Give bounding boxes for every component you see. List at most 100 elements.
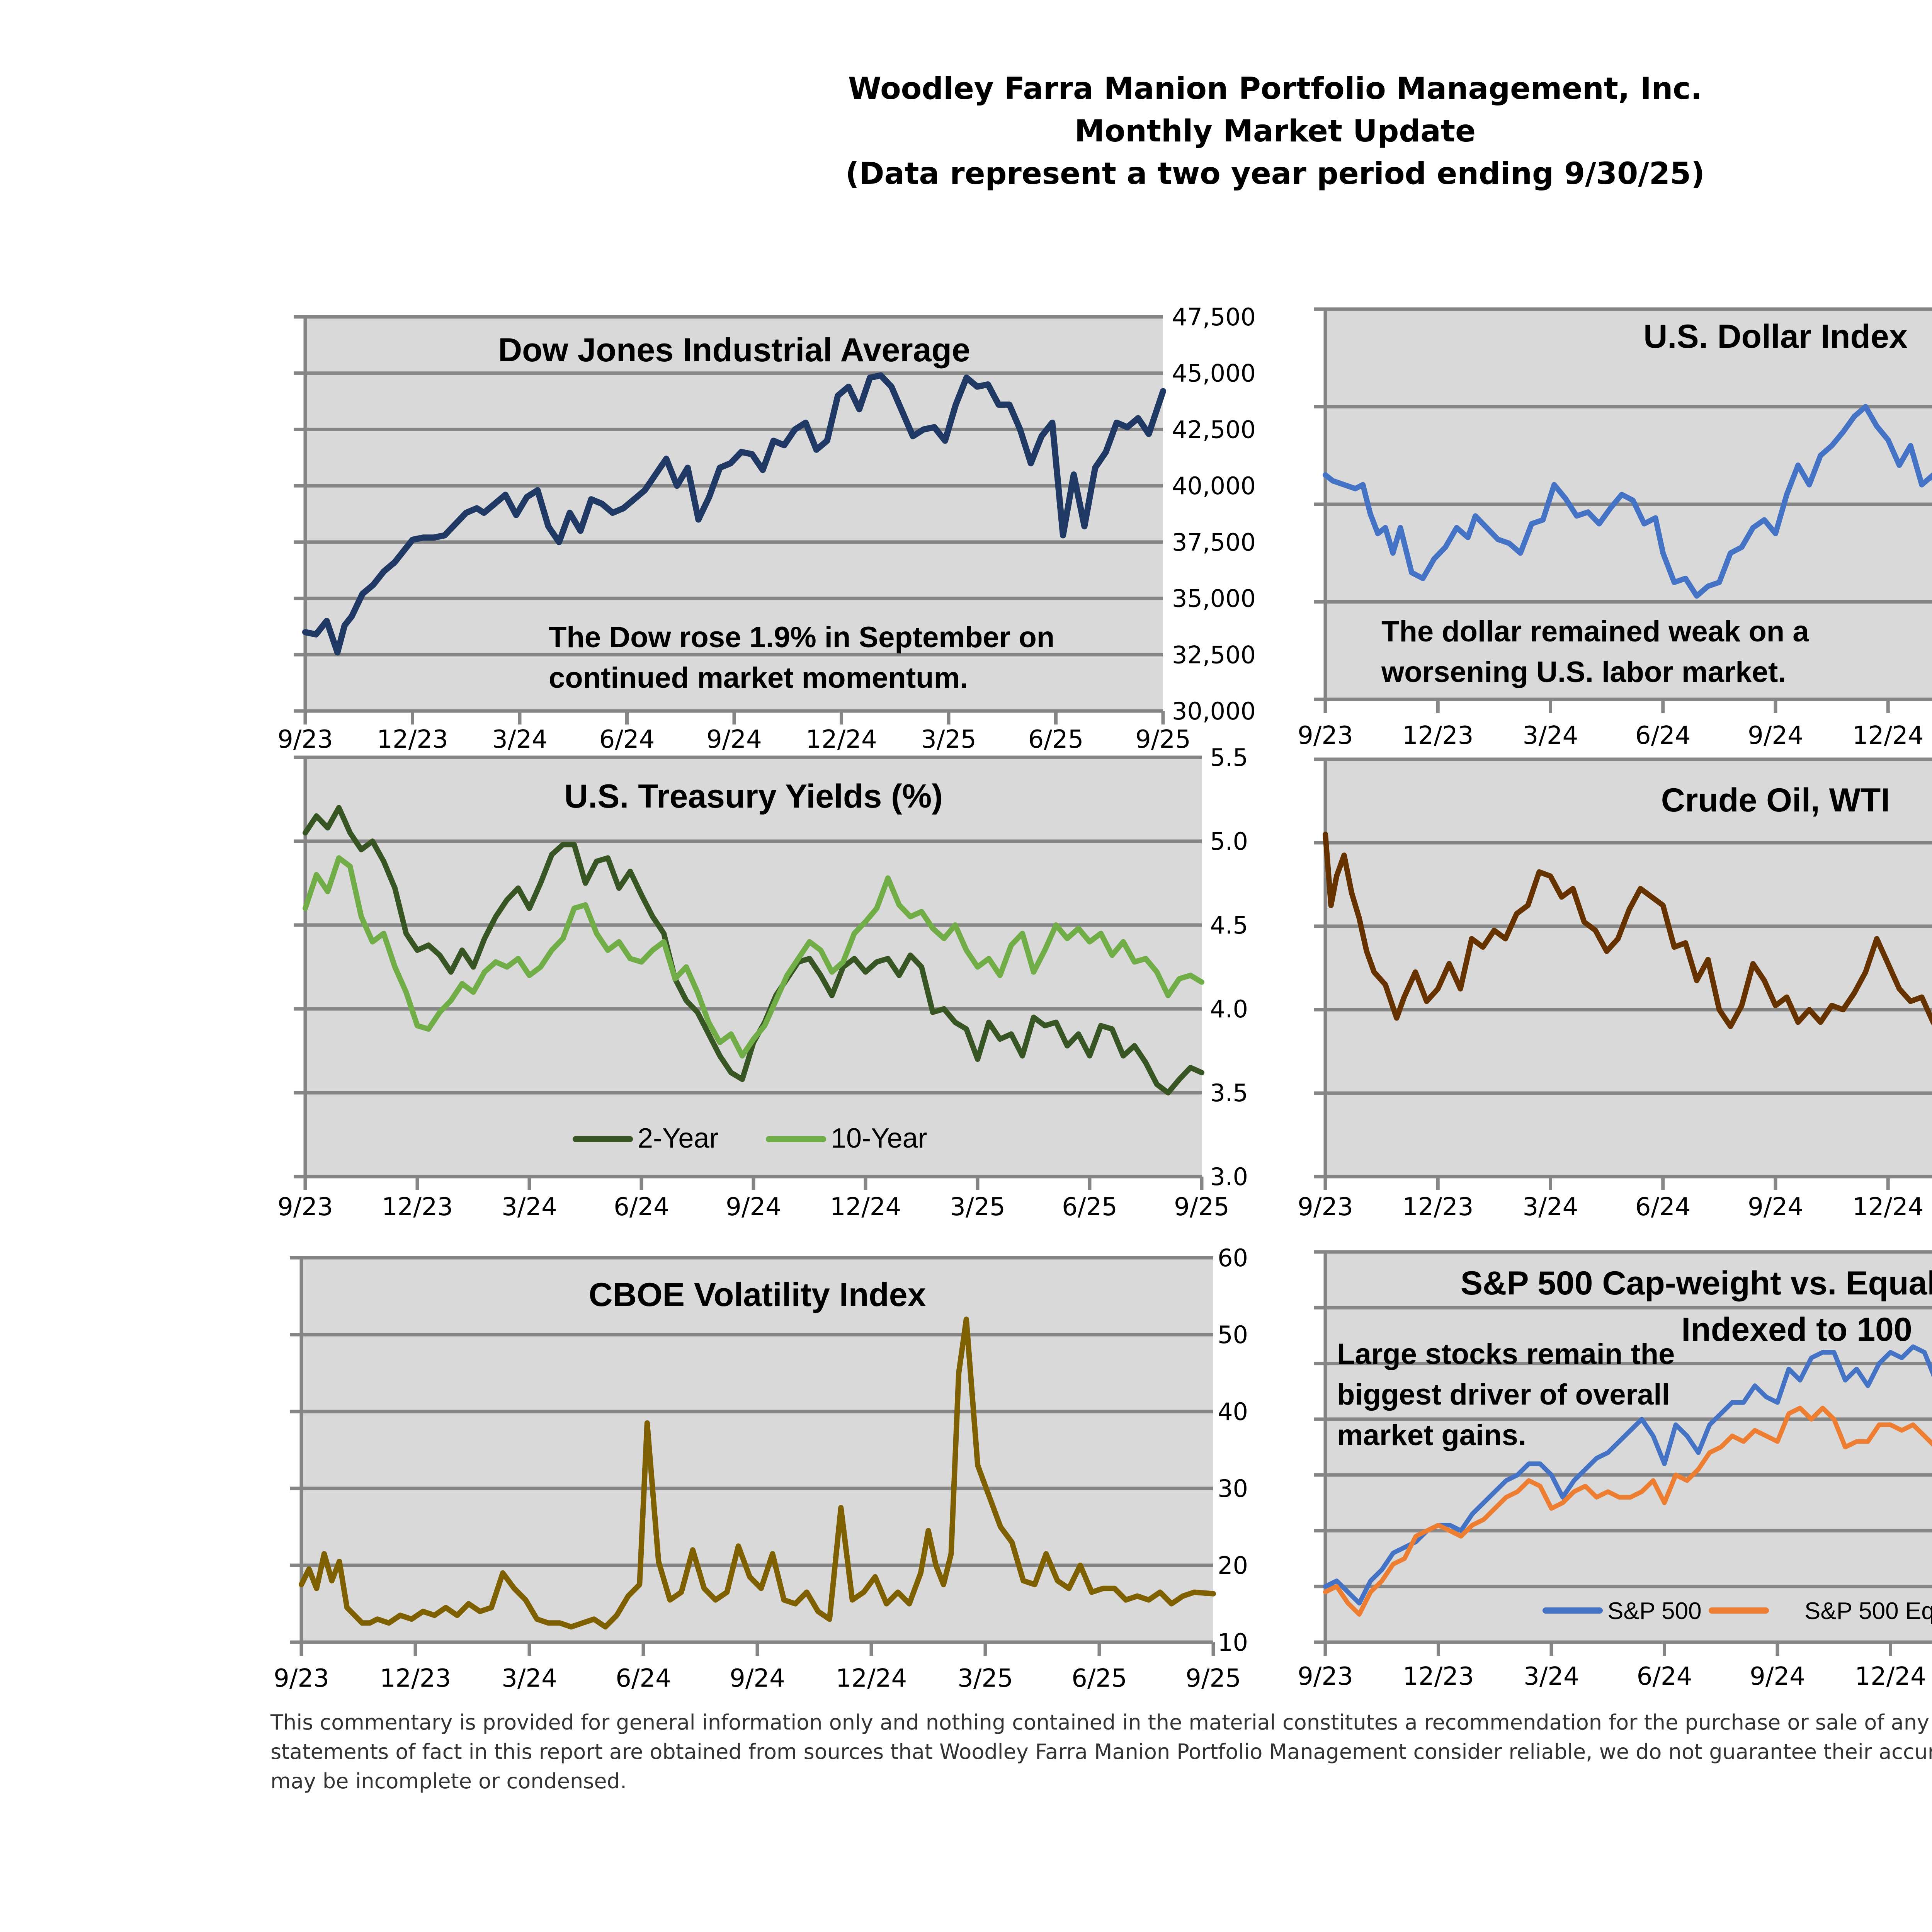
- treasury-x-tick-label: 6/24: [614, 1193, 669, 1221]
- dow-x-tick-label: 9/25: [1135, 725, 1191, 754]
- disclaimer: This commentary is provided for general …: [270, 1710, 1932, 1793]
- usd-annotation-line: worsening U.S. labor market.: [1381, 656, 1786, 689]
- dow-x-tick-label: 12/24: [806, 725, 877, 754]
- treasury-title: U.S. Treasury Yields (%): [564, 778, 943, 815]
- report-title: Woodley Farra Manion Portfolio Managemen…: [848, 71, 1702, 106]
- treasury-y-tick-label: 3.0: [1210, 1163, 1248, 1191]
- oil-title: Crude Oil, WTI: [1661, 782, 1890, 819]
- dow-title: Dow Jones Industrial Average: [498, 332, 970, 369]
- sp500-x-tick-label: 12/23: [1403, 1662, 1474, 1691]
- usd-annotation-line: The dollar remained weak on a: [1381, 615, 1809, 648]
- oil-x-tick-label: 12/24: [1852, 1193, 1923, 1221]
- vix-x-tick-label: 12/24: [836, 1664, 907, 1693]
- dow-y-tick-label: 37,500: [1172, 528, 1256, 556]
- sp500-annotation-line: market gains.: [1337, 1419, 1526, 1452]
- dow-chart-group: 47,500 45,000 42,500 40,000 37,500 35,000 32,5…: [277, 303, 1256, 754]
- oil-x-tick-label: 9/23: [1298, 1193, 1353, 1221]
- vix-chart-group: 60 50 40 30 20 10 9/23 12/23 3/24 6/24 9/24 12/24 3/…: [274, 1244, 1248, 1693]
- sp500-series-s-p-500: [1323, 1344, 1932, 1605]
- treasury-legend-label: 2-Year: [638, 1123, 719, 1154]
- sp500-x-tick-label: 3/24: [1524, 1662, 1579, 1691]
- sp500-annotation-line: Large stocks remain the: [1337, 1338, 1675, 1371]
- usd-x-tick-label: 9/23: [1298, 721, 1353, 750]
- dow-series-dow-jones-industrial-average: [302, 372, 1166, 656]
- vix-plot-area: [301, 1258, 1213, 1642]
- vix-y-tick-label: 40: [1218, 1398, 1248, 1426]
- treasury-x-tick-label: 9/24: [726, 1193, 781, 1221]
- sp500-x-tick-label: 12/24: [1855, 1662, 1926, 1691]
- vix-series-cboe-volatility-index: [299, 1316, 1216, 1630]
- dow-x-tick-label: 12/23: [377, 725, 448, 754]
- sp500-series-s-p-500-equal-weight: [1323, 1406, 1932, 1617]
- dow-x-tick-label: 9/24: [706, 725, 762, 754]
- sp500-legend-label: S&P 500 Equal Weight: [1804, 1598, 1932, 1624]
- sp500-plot-area: [1325, 1252, 1932, 1642]
- usd-chart-group: 115110105100959/2312/233/246/249/2412/24…: [1298, 307, 1932, 750]
- vix-x-tick-label: 6/25: [1071, 1664, 1127, 1693]
- dow-x-tick-label: 9/23: [277, 725, 333, 754]
- treasury-y-tick-label: 5.5: [1210, 743, 1248, 772]
- oil-x-tick-label: 3/24: [1523, 1193, 1578, 1221]
- treasury-series-10-year: [303, 855, 1204, 1059]
- treasury-x-tick-label: 12/24: [830, 1193, 901, 1221]
- treasury-y-tick-label: 3.5: [1210, 1079, 1248, 1107]
- treasury-x-tick-label: 6/25: [1062, 1193, 1117, 1221]
- sp500-x-tick-label: 6/24: [1637, 1662, 1692, 1691]
- sp500-legend-label: S&P 500: [1607, 1598, 1702, 1624]
- treasury-x-tick-label: 12/23: [382, 1193, 453, 1221]
- sp500-title: S&P 500 Cap-weight vs. Equal Weight: [1461, 1265, 1932, 1302]
- dow-y-tick-label: 30,000: [1172, 697, 1256, 725]
- treasury-y-tick-label: 5.0: [1210, 827, 1248, 855]
- oil-chart-group: 10090807060509/2312/233/246/249/2412/243…: [1298, 757, 1932, 1221]
- oil-x-tick-label: 6/24: [1635, 1193, 1691, 1221]
- usd-x-tick-label: 3/24: [1523, 721, 1578, 750]
- treasury-chart-group: 5.5 5.0 4.5 4.0 3.5 3.0 9/23 12/23 3/24 6/24 9/24 1…: [277, 743, 1248, 1221]
- vix-y-tick-label: 50: [1218, 1321, 1248, 1349]
- treasury-x-tick-label: 9/25: [1174, 1193, 1230, 1221]
- usd-title: U.S. Dollar Index: [1643, 318, 1908, 355]
- oil-x-tick-label: 12/23: [1402, 1193, 1473, 1221]
- oil-plot-area: [1325, 759, 1932, 1177]
- sp500-x-tick-label: 9/23: [1298, 1662, 1353, 1691]
- vix-x-tick-label: 9/23: [274, 1664, 329, 1693]
- vix-x-tick-label: 3/24: [502, 1664, 557, 1693]
- dow-x-tick-label: 3/24: [492, 725, 548, 754]
- dow-y-tick-label: 40,000: [1172, 472, 1256, 500]
- vix-x-tick-label: 3/25: [957, 1664, 1013, 1693]
- usd-x-tick-label: 9/24: [1748, 721, 1803, 750]
- dow-annotation-line: The Dow rose 1.9% in September on: [549, 621, 1054, 654]
- dow-x-tick-label: 6/25: [1028, 725, 1084, 754]
- vix-x-tick-label: 9/24: [730, 1664, 785, 1693]
- sp500-chart-group: 160150140130120110100909/2312/233/246/24…: [1298, 1250, 1932, 1691]
- oil-series-crude-oil-wti: [1323, 832, 1932, 1029]
- usd-x-tick-label: 12/23: [1402, 721, 1473, 750]
- oil-x-tick-label: 9/24: [1748, 1193, 1803, 1221]
- sp500-x-tick-label: 9/24: [1750, 1662, 1805, 1691]
- sp500-annotation-line: biggest driver of overall: [1337, 1378, 1670, 1411]
- usd-x-tick-label: 12/24: [1852, 721, 1923, 750]
- dow-y-tick-label: 32,500: [1172, 641, 1256, 669]
- vix-x-tick-label: 6/24: [616, 1664, 671, 1693]
- report-subtitle: Monthly Market Update: [1075, 114, 1476, 149]
- vix-y-tick-label: 20: [1218, 1551, 1248, 1580]
- dow-x-tick-label: 3/25: [921, 725, 976, 754]
- usd-x-tick-label: 6/24: [1635, 721, 1691, 750]
- dow-x-tick-label: 6/24: [599, 725, 655, 754]
- dow-y-tick-label: 47,500: [1172, 303, 1256, 331]
- vix-y-tick-label: 60: [1218, 1244, 1248, 1272]
- vix-x-tick-label: 9/25: [1185, 1664, 1241, 1693]
- treasury-y-tick-label: 4.0: [1210, 995, 1248, 1023]
- usd-series-u-s-dollar-index: [1323, 404, 1932, 599]
- dow-annotation-line: continued market momentum.: [549, 662, 968, 694]
- dow-y-tick-label: 45,000: [1172, 359, 1256, 388]
- vix-title: CBOE Volatility Index: [589, 1276, 926, 1313]
- sp500-subtitle: Indexed to 100: [1681, 1311, 1912, 1348]
- dow-plot-area: [305, 317, 1163, 711]
- treasury-x-tick-label: 9/23: [277, 1193, 333, 1221]
